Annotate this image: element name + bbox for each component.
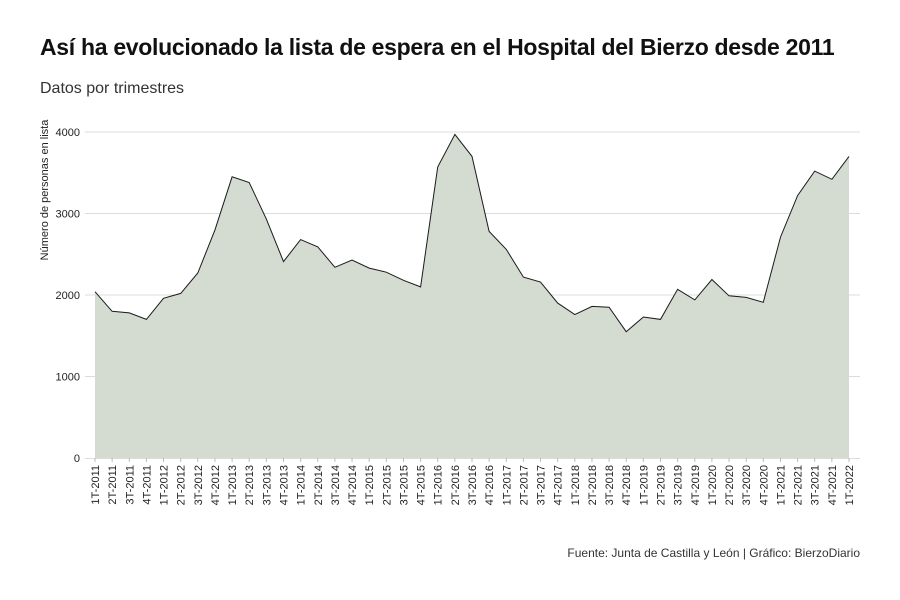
x-tick-label: 1T-2013 [227, 465, 239, 505]
chart-subtitle: Datos por trimestres [40, 80, 185, 97]
x-tick-label: 1T-2012 [159, 465, 171, 505]
x-tick-label: 4T-2018 [621, 465, 633, 505]
x-tick-label: 3T-2017 [536, 465, 548, 505]
x-tick-label: 3T-2021 [810, 465, 822, 505]
x-tick-label: 1T-2021 [776, 465, 788, 505]
x-tick-label: 2T-2020 [724, 465, 736, 505]
x-tick-label: 2T-2011 [107, 465, 119, 505]
x-tick-label: 4T-2015 [416, 465, 428, 505]
x-tick-label: 4T-2016 [484, 465, 496, 505]
x-tick-label: 2T-2013 [244, 465, 256, 505]
x-tick-label: 4T-2012 [210, 465, 222, 505]
x-tick-label: 3T-2013 [261, 465, 273, 505]
area-fill [95, 134, 849, 458]
y-tick-labels: 0 1000 2000 3000 4000 [56, 127, 80, 465]
x-tick-labels: 1T-2011 2T-2011 3T-2011 4T-2011 1T-2012 2T-20… [90, 458, 856, 505]
x-tick-label: 2T-2019 [656, 465, 668, 505]
x-tick-label: 2T-2012 [176, 465, 188, 505]
x-tick-label: 4T-2021 [827, 465, 839, 505]
y-tick-label: 3000 [56, 209, 80, 221]
x-tick-label: 4T-2017 [553, 465, 565, 505]
x-tick-label: 3T-2014 [330, 465, 342, 505]
x-tick-label: 3T-2011 [124, 465, 136, 505]
x-tick-label: 2T-2017 [518, 465, 530, 505]
x-tick-label: 4T-2011 [141, 465, 153, 505]
x-tick-label: 3T-2020 [741, 465, 753, 505]
x-tick-label: 4T-2019 [690, 465, 702, 505]
x-tick-label: 1T-2019 [638, 465, 650, 505]
x-tick-label: 4T-2014 [347, 465, 359, 505]
x-tick-label: 1T-2014 [296, 465, 308, 505]
x-tick-label: 1T-2020 [707, 465, 719, 505]
x-tick-label: 1T-2011 [90, 465, 102, 505]
x-tick-label: 1T-2017 [501, 465, 513, 505]
x-tick-label: 3T-2016 [467, 465, 479, 505]
y-tick-label: 4000 [56, 127, 80, 139]
x-tick-label: 2T-2015 [381, 465, 393, 505]
y-tick-label: 0 [74, 453, 80, 465]
x-tick-label: 4T-2020 [758, 465, 770, 505]
x-tick-label: 1T-2015 [364, 465, 376, 505]
chart-title: Así ha evolucionado la lista de espera e… [40, 34, 835, 60]
x-tick-label: 3T-2012 [193, 465, 205, 505]
y-axis-label: Número de personas en lista [39, 119, 51, 261]
x-tick-label: 3T-2018 [604, 465, 616, 505]
x-tick-label: 1T-2022 [844, 465, 856, 505]
x-tick-label: 3T-2019 [673, 465, 685, 505]
y-tick-label: 1000 [56, 372, 80, 384]
x-tick-label: 4T-2013 [279, 465, 291, 505]
x-tick-label: 3T-2015 [399, 465, 411, 505]
y-tick-label: 2000 [56, 290, 80, 302]
source-note: Fuente: Junta de Castilla y León | Gráfi… [567, 546, 860, 560]
x-tick-label: 2T-2018 [587, 465, 599, 505]
x-tick-label: 1T-2016 [433, 465, 445, 505]
x-tick-label: 2T-2014 [313, 465, 325, 505]
x-tick-label: 2T-2016 [450, 465, 462, 505]
series-line [94, 133, 850, 333]
x-tick-label: 1T-2018 [570, 465, 582, 505]
x-tick-label: 2T-2021 [793, 465, 805, 505]
